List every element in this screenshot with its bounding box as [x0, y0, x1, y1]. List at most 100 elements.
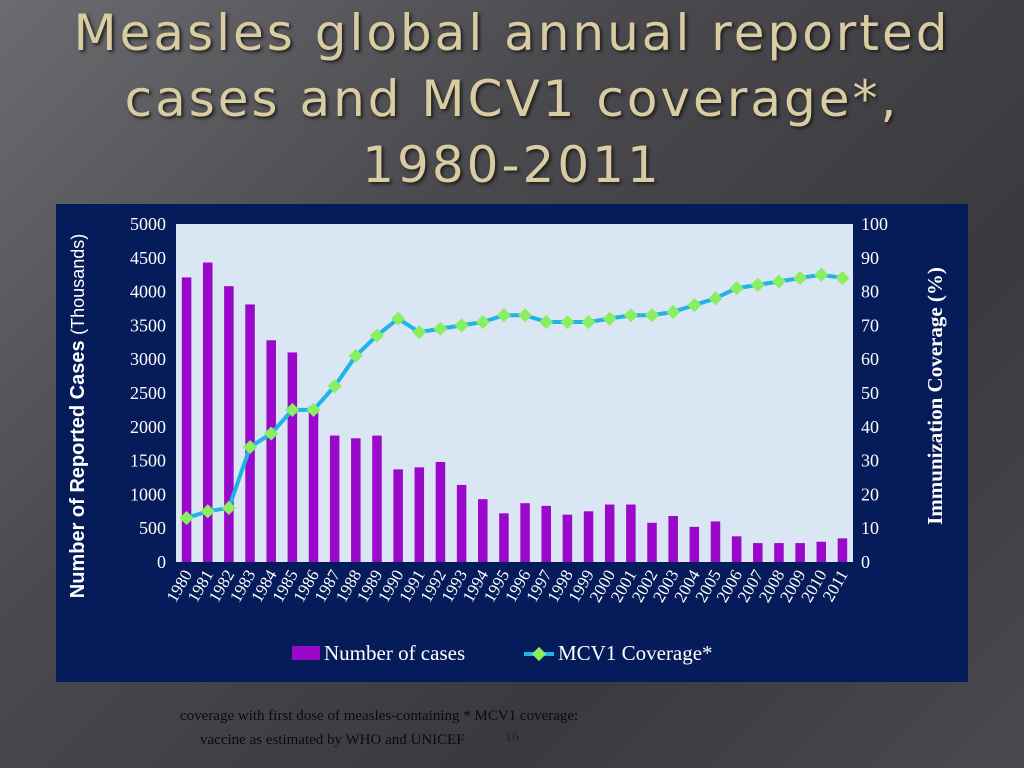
bar [435, 461, 446, 562]
coverage-point [518, 308, 533, 323]
bar [689, 526, 700, 562]
legend-swatch-marker [531, 646, 547, 662]
coverage-point [496, 308, 511, 323]
y2-tick-label: 30 [861, 451, 879, 471]
bar [181, 277, 192, 562]
plot-area [176, 224, 853, 562]
title-line-2: cases and MCV1 coverage*, [124, 70, 900, 128]
coverage-point [539, 314, 554, 330]
legend-label-bars: Number of cases [324, 641, 465, 665]
bar [520, 503, 530, 562]
footnote: coverage with first dose of measles-cont… [160, 704, 720, 752]
y2-tick-label: 60 [861, 349, 879, 369]
y2-tick-label: 10 [861, 518, 879, 538]
y2-tick-label: 100 [861, 214, 888, 234]
legend-swatch-bars [292, 646, 320, 660]
legend-label-line: MCV1 Coverage* [558, 641, 713, 665]
coverage-point [623, 308, 638, 323]
coverage-point [729, 281, 744, 296]
y-tick-label: 1000 [130, 484, 166, 504]
bar [562, 514, 573, 562]
coverage-point [793, 271, 808, 286]
coverage-point [391, 311, 406, 326]
y-tick-label: 3000 [130, 349, 166, 369]
bar [456, 484, 467, 562]
y-tick-label: 3500 [130, 315, 166, 335]
coverage-point [327, 379, 342, 394]
coverage-point [348, 348, 363, 363]
y2-tick-label: 50 [861, 383, 879, 403]
combo-chart: 0500100015002000250030003500400045005000… [67, 214, 947, 665]
coverage-point [412, 325, 427, 340]
slide-title: Measles global annual reported cases and… [0, 0, 1024, 198]
bar [308, 406, 319, 562]
coverage-point [560, 314, 575, 330]
bar [266, 340, 276, 562]
y-tick-label: 500 [139, 518, 166, 538]
bar [668, 516, 678, 562]
coverage-point [433, 321, 448, 336]
coverage-point [285, 402, 300, 417]
coverage-point [687, 298, 702, 313]
bar [604, 504, 615, 562]
bar [731, 536, 742, 562]
bar [816, 541, 827, 562]
coverage-point [771, 274, 787, 289]
coverage-point [200, 504, 215, 519]
y-tick-label: 5000 [130, 214, 166, 234]
bar [414, 467, 425, 562]
bar [202, 262, 213, 562]
coverage-point [708, 291, 723, 306]
bar [583, 511, 594, 562]
bar [287, 352, 298, 562]
coverage-point [454, 318, 469, 333]
coverage-point [221, 500, 236, 515]
y-tick-label: 1500 [130, 451, 166, 471]
bar [499, 513, 509, 562]
bar [753, 543, 763, 562]
y-axis-title-sub: (Thousands) [68, 234, 88, 335]
coverage-point [264, 426, 279, 441]
coverage-point [602, 311, 617, 326]
coverage-point [814, 267, 829, 282]
title-line-3: 1980-2011 [362, 136, 662, 194]
y2-axis-title: Immunization Coverage (%) [923, 267, 947, 525]
bar [647, 522, 657, 562]
coverage-point [835, 271, 850, 286]
y2-tick-label: 40 [861, 417, 879, 437]
page-number: 16 [505, 730, 519, 745]
y2-tick-label: 0 [861, 552, 870, 572]
bar [351, 438, 361, 562]
coverage-point [644, 308, 660, 323]
y-axis-title: Number of Reported Cases (Thousands) [67, 234, 89, 598]
y-axis-title-main: Number of Reported Cases [67, 335, 89, 598]
bar [795, 543, 805, 562]
bar [837, 538, 848, 562]
bar [774, 543, 784, 562]
y2-tick-label: 70 [861, 315, 879, 335]
bar [478, 499, 488, 562]
footnote-line-2: vaccine as estimated by WHO and UNICEF [200, 732, 465, 748]
y2-tick-label: 20 [861, 484, 879, 504]
y2-tick-label: 80 [861, 282, 879, 302]
bar [224, 286, 234, 562]
chart-panel: 0 500 1000 1500 2000 2500 3000 3500 4000 4500 5000… [56, 204, 968, 682]
bar [626, 504, 636, 562]
coverage-point [179, 510, 194, 526]
y-tick-label: 2000 [130, 417, 166, 437]
bar [329, 435, 340, 562]
coverage-point [475, 314, 490, 330]
bar [372, 435, 382, 562]
bar [393, 469, 403, 562]
y-tick-label: 0 [157, 552, 166, 572]
y-tick-label: 2500 [130, 383, 166, 403]
bar [245, 304, 255, 562]
title-line-1: Measles global annual reported [73, 4, 951, 62]
footnote-line-1: coverage with first dose of measles-cont… [180, 708, 579, 724]
coverage-point [666, 304, 681, 319]
coverage-point [750, 277, 765, 292]
y2-tick-label: 90 [861, 248, 879, 268]
y-tick-label: 4500 [130, 248, 166, 268]
bar [710, 521, 721, 562]
coverage-point [306, 402, 321, 417]
